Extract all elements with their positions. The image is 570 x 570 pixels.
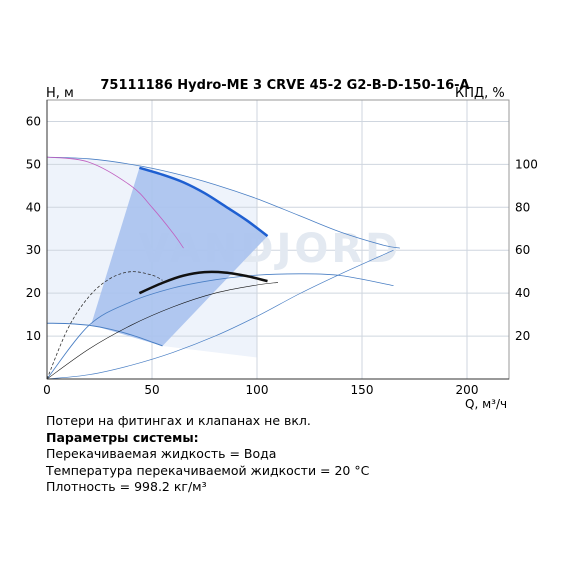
y-tick-label-right: 20 [515, 329, 530, 343]
x-axis-label: Q, м³/ч [465, 397, 508, 411]
curve-head-min-speed [46, 322, 163, 347]
note-fittings: Потери на фитингах и клапанах не вкл. [46, 413, 311, 428]
y-tick-label-left: 30 [26, 243, 41, 257]
x-tick-label: 150 [351, 383, 374, 397]
chart-title: 75111186 Hydro-ME 3 CRVE 45-2 G2-B-D-150… [100, 78, 470, 93]
curve-system-curve [46, 249, 394, 380]
curve-head-max-operating [139, 166, 269, 238]
y-tick-label-right: 100 [515, 157, 538, 171]
y-tick-label-left: 60 [26, 114, 41, 128]
y-tick-label-left: 20 [26, 286, 41, 300]
curve-efficiency-thin [46, 282, 279, 380]
curve-efficiency-low [46, 271, 163, 380]
y-tick-label-right: 40 [515, 286, 530, 300]
x-tick-label: 50 [144, 383, 159, 397]
y-tick-label-right: 60 [515, 243, 530, 257]
curve-head-mid-curve [46, 156, 184, 249]
y-axis-label-right: КПД, % [455, 86, 505, 101]
y-axis-label-left: H, м [46, 86, 74, 101]
y-tick-label-right: 80 [515, 200, 530, 214]
note-temperature: Температура перекачиваемой жидкости = 20… [46, 462, 370, 478]
y-tick-label-left: 50 [26, 157, 41, 171]
note-density: Плотность = 998.2 кг/м³ [46, 479, 207, 494]
operating-region [91, 167, 268, 346]
y-tick-label-left: 40 [26, 200, 41, 214]
curve-efficiency-operating [138, 270, 268, 295]
x-tick-label: 0 [43, 383, 51, 397]
curve-efficiency-full [46, 273, 394, 380]
note-liquid: Перекачиваемая жидкость = Вода [46, 446, 277, 461]
system-notes: Потери на фитингах и клапанах не вкл. Па… [46, 413, 369, 496]
x-tick-label: 200 [456, 383, 479, 397]
curve-head-max-full [46, 156, 400, 249]
x-tick-label: 100 [246, 383, 269, 397]
note-system-params-header: Параметры системы: [46, 429, 199, 445]
y-tick-label-left: 10 [26, 329, 41, 343]
